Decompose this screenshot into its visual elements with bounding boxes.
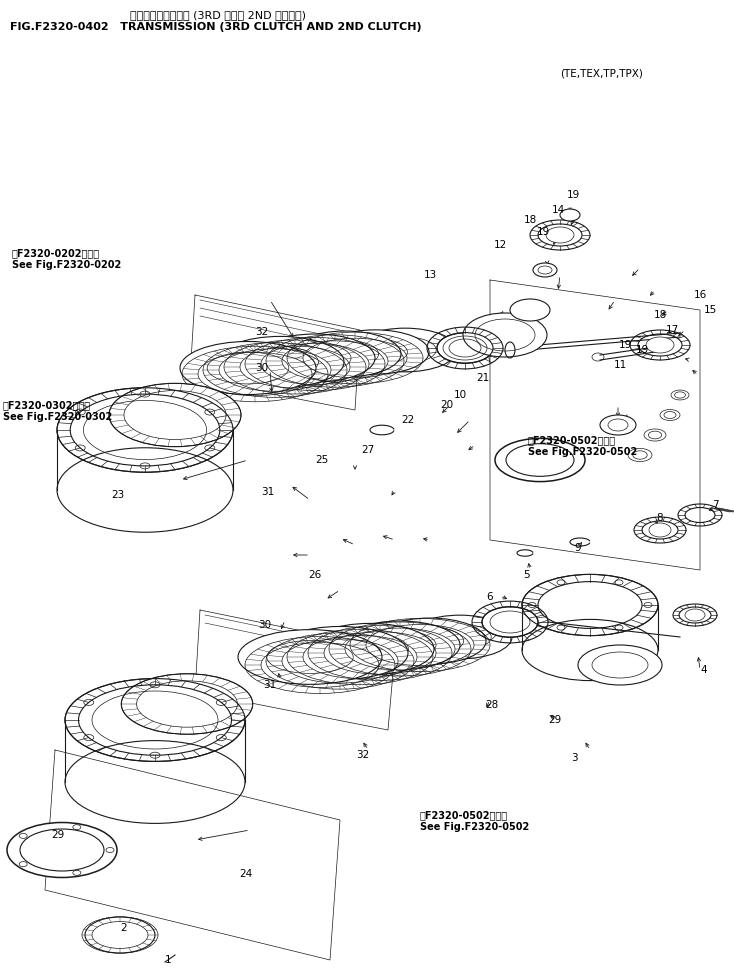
Text: 21: 21 (476, 373, 490, 383)
Text: 30: 30 (255, 363, 269, 373)
Ellipse shape (463, 313, 547, 357)
Polygon shape (190, 295, 360, 410)
Text: 20: 20 (440, 400, 454, 410)
Text: 第F2320-0502図参照
See Fig.F2320-0502: 第F2320-0502図参照 See Fig.F2320-0502 (528, 435, 637, 457)
Ellipse shape (644, 428, 666, 441)
Text: 31: 31 (261, 487, 275, 497)
Ellipse shape (340, 621, 460, 669)
Text: 11: 11 (614, 360, 627, 370)
Text: 15: 15 (703, 305, 716, 315)
Text: 24: 24 (239, 869, 252, 879)
Text: 13: 13 (424, 270, 437, 280)
Ellipse shape (353, 328, 457, 372)
Ellipse shape (510, 299, 550, 321)
Text: 31: 31 (264, 680, 277, 690)
Ellipse shape (216, 337, 344, 387)
Ellipse shape (482, 607, 538, 637)
Text: 25: 25 (316, 455, 329, 465)
Text: 9: 9 (575, 543, 581, 553)
Ellipse shape (109, 384, 241, 447)
Text: 18: 18 (653, 310, 666, 320)
Text: 4: 4 (701, 665, 708, 675)
Text: 27: 27 (361, 445, 374, 455)
Ellipse shape (7, 823, 117, 877)
Ellipse shape (660, 410, 680, 421)
Polygon shape (490, 280, 700, 570)
Ellipse shape (649, 523, 671, 537)
Text: 5: 5 (523, 570, 530, 580)
Ellipse shape (65, 678, 245, 761)
Text: 第F2320-0502図参照
See Fig.F2320-0502: 第F2320-0502図参照 See Fig.F2320-0502 (420, 810, 529, 832)
Text: 17: 17 (666, 325, 679, 335)
Ellipse shape (289, 331, 401, 377)
Ellipse shape (306, 624, 434, 674)
Ellipse shape (533, 263, 557, 277)
Ellipse shape (578, 645, 662, 685)
Polygon shape (195, 610, 395, 730)
Ellipse shape (560, 209, 580, 221)
Text: 19: 19 (537, 227, 550, 237)
Text: FIG.F2320-0402   TRANSMISSION (3RD CLUTCH AND 2ND CLUTCH): FIG.F2320-0402 TRANSMISSION (3RD CLUTCH … (10, 22, 421, 32)
Text: 26: 26 (308, 570, 321, 580)
Text: 2: 2 (120, 923, 127, 933)
Ellipse shape (408, 615, 512, 659)
Text: 10: 10 (454, 390, 467, 400)
Ellipse shape (646, 337, 674, 353)
Text: 12: 12 (493, 240, 506, 250)
Text: 29: 29 (51, 830, 65, 840)
Ellipse shape (671, 390, 689, 400)
Text: 30: 30 (258, 620, 272, 630)
Ellipse shape (272, 627, 408, 679)
Ellipse shape (85, 917, 155, 953)
Ellipse shape (255, 334, 375, 382)
Text: 32: 32 (357, 750, 370, 760)
Ellipse shape (321, 330, 429, 374)
Text: 18: 18 (523, 215, 537, 225)
Text: 16: 16 (694, 290, 707, 300)
Ellipse shape (600, 415, 636, 435)
Text: 19: 19 (636, 345, 649, 355)
Text: 28: 28 (485, 700, 498, 710)
Ellipse shape (121, 673, 252, 734)
Text: 第F2320-0302図参照
See Fig.F2320-0302: 第F2320-0302図参照 See Fig.F2320-0302 (3, 400, 112, 422)
Text: 3: 3 (571, 753, 578, 763)
Text: 23: 23 (112, 490, 125, 500)
Text: 第F2320-0202図参照
See Fig.F2320-0202: 第F2320-0202図参照 See Fig.F2320-0202 (12, 248, 121, 269)
Text: 7: 7 (712, 500, 719, 510)
Text: 32: 32 (255, 327, 269, 337)
Ellipse shape (522, 575, 658, 635)
Ellipse shape (628, 448, 652, 462)
Text: 29: 29 (548, 715, 562, 725)
Ellipse shape (495, 438, 585, 481)
Ellipse shape (437, 333, 493, 363)
Text: 19: 19 (618, 340, 632, 350)
Ellipse shape (374, 618, 486, 664)
Ellipse shape (546, 227, 574, 243)
Text: 1: 1 (164, 955, 171, 965)
Polygon shape (45, 750, 340, 960)
Ellipse shape (180, 342, 316, 394)
Text: 8: 8 (657, 513, 664, 523)
Text: 22: 22 (401, 415, 415, 425)
Text: 14: 14 (551, 205, 564, 215)
Ellipse shape (685, 609, 705, 621)
Text: (TE,TEX,TP,TPX): (TE,TEX,TP,TPX) (560, 68, 643, 78)
Text: 19: 19 (567, 190, 580, 200)
Ellipse shape (57, 387, 233, 472)
Ellipse shape (238, 630, 382, 684)
Text: 6: 6 (487, 592, 493, 602)
Text: トランスミッション (3RD およ゛ 2ND クラッチ): トランスミッション (3RD およ゛ 2ND クラッチ) (130, 10, 306, 20)
